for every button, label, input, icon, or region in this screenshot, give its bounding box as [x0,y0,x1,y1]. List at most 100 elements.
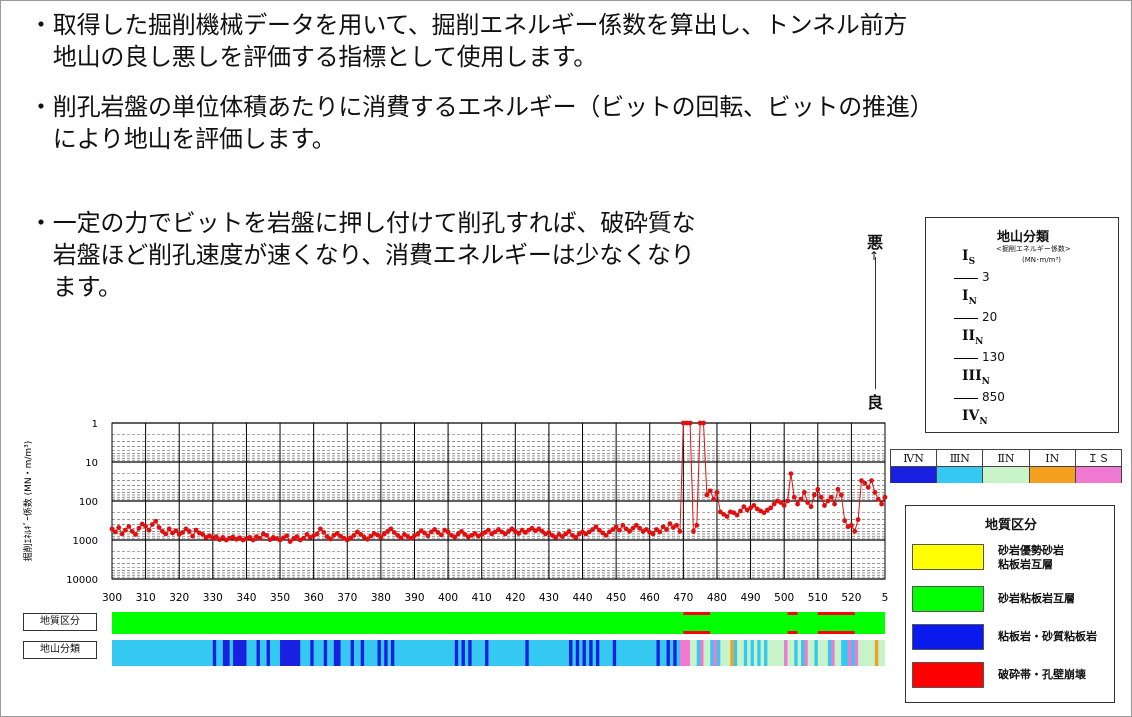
y-tick-label: 10 [85,458,98,469]
data-point [691,528,696,534]
data-point [697,420,703,426]
data-point [801,489,807,495]
data-point [432,527,438,532]
data-point [149,522,155,527]
data-point [428,529,434,535]
y-tick-label: 1000 [73,536,98,547]
ground-class-segment [569,640,573,666]
data-point [351,532,357,538]
class-color-cell: ＩＳ [1075,450,1122,483]
data-point [563,531,569,537]
data-point [872,489,878,495]
data-point [334,531,340,536]
data-point [788,471,794,477]
x-tick-label: 400 [438,592,458,604]
data-point [855,517,861,523]
data-point [842,518,848,524]
data-point [654,527,659,532]
ground-class-segment [673,640,677,666]
ground-class-segment [760,640,765,666]
data-point [600,530,606,536]
data-point [304,532,310,537]
ground-class-segment [256,640,260,666]
x-tick-label: 460 [640,592,660,604]
data-point [637,525,643,531]
data-point [590,527,596,532]
data-point [771,501,777,507]
ground-class-iiin: IIIN [962,368,990,387]
data-point [502,531,508,537]
data-point [596,527,602,533]
data-point [445,529,451,535]
data-point [136,525,142,531]
ground-class-segment [854,640,859,666]
data-point [354,529,360,535]
class-color-label: ⅠN [1029,450,1075,467]
data-point [321,530,327,535]
class-color-cell: ⅢN [937,450,984,483]
geology-legend: 地質区分 砂岩優勢砂岩 粘板岩互層 砂岩粘板岩互層 粘板岩・砂質粘板岩 破砕帯・… [905,505,1115,703]
data-point [109,526,115,532]
data-point [482,530,488,535]
data-point [294,534,300,540]
x-tick-label: 380 [371,592,391,604]
x-tick-label: 510 [808,592,828,604]
data-point [314,531,320,537]
x-tick-label: 450 [606,592,626,604]
data-point [180,530,185,535]
bullet-line: ・削孔岩盤の単位体積あたりに消費するエネルギー（ビットの回転、ビットの推進） [29,93,934,121]
data-point [701,420,706,426]
data-point [193,527,199,533]
data-point [674,522,680,528]
ground-class-segment [878,640,885,666]
ground-class-iin: IIN [962,328,984,347]
geology-overlay [683,612,711,615]
geology-legend-title: 地質区分 [984,518,1037,533]
ground-class-segment [310,640,314,666]
data-point [213,534,219,540]
bullet-line: 岩盤ほど削孔速度が速くなり、消費エネルギーは少なくなり [29,241,695,269]
x-tick-label: 490 [741,592,761,604]
ground-class-segment [360,640,365,666]
ground-class-segment [834,640,842,666]
data-point [126,524,132,529]
ground-class-segment [468,640,472,666]
ground-class-segment [807,640,815,666]
x-tick-label: 520 [841,592,861,604]
energy-coefficient-chart: 1 10 100 1000 10000 300 310 320 330 340 350 360 370 3… [22,419,888,604]
data-point [704,492,710,498]
bullet-energy-coefficient: ・取得した掘削機械データを用いて、掘削エネルギー係数を算出し、トンネル前方 地山… [29,9,1119,73]
ground-class-segment [612,640,617,666]
ground-class-legend: 地山分類 <掘削エネルギー係数> (MN･m/m³) IS 3 IN 20 II… [925,217,1119,433]
data-point [869,478,874,484]
x-tick-label: 480 [707,592,727,604]
data-point [455,531,461,537]
data-point [388,526,394,532]
data-point [395,532,401,538]
ground-class-segment [595,640,600,666]
data-point [146,527,152,533]
data-point [143,524,149,529]
data-point [781,503,787,508]
data-point [818,494,824,500]
data-point [620,522,626,528]
threshold-value: 130 [982,350,1005,364]
ground-class-ivn: IVN [962,408,988,427]
class-color-label: ＩＳ [1075,450,1122,467]
data-point [522,530,528,535]
ground-class-segment [212,640,217,666]
data-point [593,524,599,530]
data-point [875,496,881,502]
data-point [486,527,491,533]
data-point [408,535,414,541]
bullet-line: 地山の良し悪しを評価する指標として使用します。 [29,43,598,71]
x-tick-label: 420 [505,592,525,604]
ground-class-segment [700,640,704,666]
data-point [348,535,354,541]
ground-class-segment [266,640,270,666]
data-point [734,512,740,518]
data-point [808,504,814,510]
ground-class-segment [390,640,395,666]
data-point [741,504,747,510]
data-point [751,503,757,508]
